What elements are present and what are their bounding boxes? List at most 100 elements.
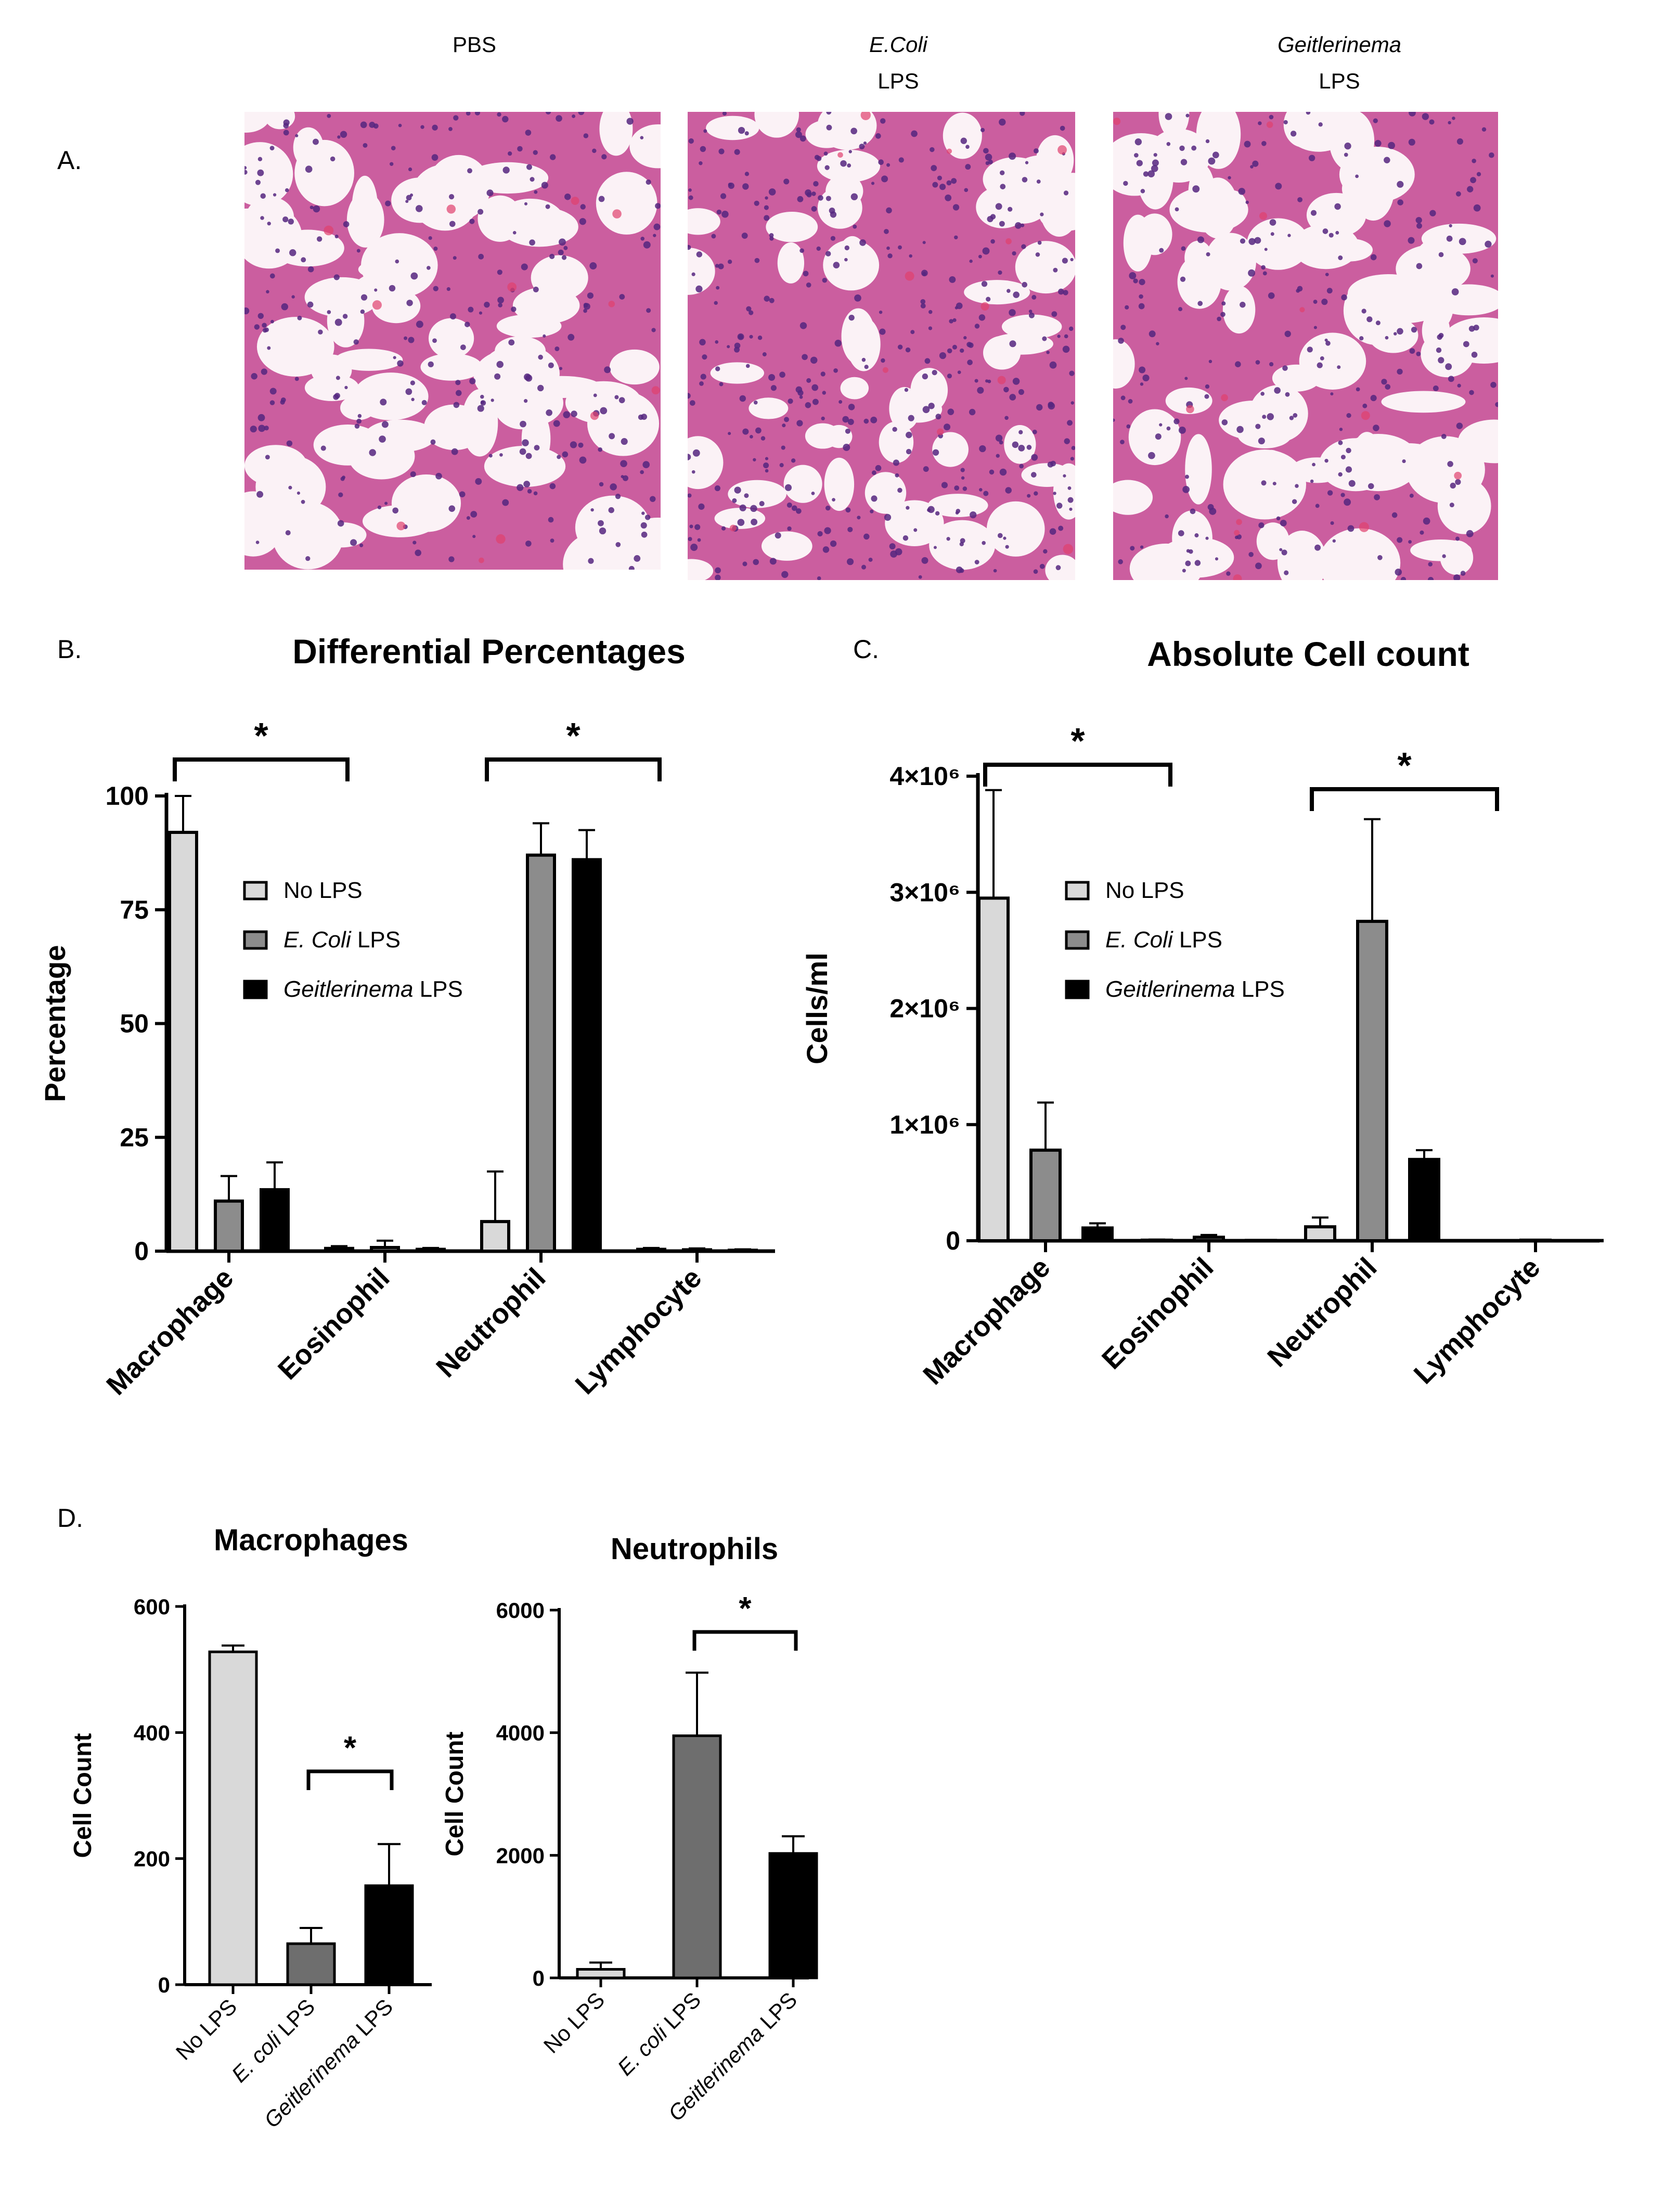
legend-label: No LPS (1105, 878, 1184, 903)
panel-label-b: B. (57, 635, 82, 664)
chart-d1-bar (364, 1884, 414, 1986)
chart-c-significance-bracket (983, 763, 1172, 787)
chart-d1-significance-bracket (306, 1769, 394, 1790)
chart-d1-ylabel: Cell Count (69, 1733, 97, 1858)
chart-d1-ytick-label: 400 (134, 1720, 170, 1745)
chart-c-xtick-label: Eosinophil (1096, 1252, 1220, 1375)
chart-b-ytick-label: 50 (120, 1009, 149, 1038)
chart-differential-percentages: Differential Percentages 0 25 50 75 100 Percen… (38, 632, 775, 1401)
legend-label: No LPS (283, 878, 363, 903)
chart-c-bar (1081, 1226, 1114, 1242)
chart-d1-ytick-label: 600 (134, 1594, 170, 1619)
chart-d1-xtick-label: Geitlerinema LPS (259, 1994, 397, 2132)
chart-b-bar (260, 1188, 290, 1253)
chart-b-xtick-label: Eosinophil (272, 1262, 396, 1386)
legend-swatch (243, 881, 268, 901)
chart-b-ytick-label: 0 (134, 1237, 149, 1266)
chart-b-bar (682, 1248, 712, 1253)
histology-panel-2 (1113, 112, 1498, 580)
chart-b-ytick-label: 75 (120, 895, 149, 924)
chart-d1-ytick-label: 0 (158, 1973, 170, 1997)
histology-label-geit: Geitlerinema (1278, 32, 1401, 57)
chart-d2-significance-star: * (739, 1591, 752, 1627)
chart-d2-ytick-label: 6000 (496, 1598, 545, 1623)
chart-c-legend: No LPS E. Coli LPS Geitlerinema LPS (1065, 878, 1285, 1002)
chart-c-title: Absolute Cell count (1147, 635, 1469, 673)
chart-d2-xtick-label: No LPS (539, 1987, 610, 2058)
chart-b-significance-bracket (173, 757, 350, 781)
chart-c-bar (1408, 1158, 1440, 1243)
chart-d1-bar (286, 1942, 336, 1986)
histology-label-pbs: PBS (453, 32, 496, 57)
chart-d2-bar (672, 1734, 722, 1979)
chart-b-ytick-label: 25 (120, 1123, 149, 1152)
chart-d2-ylabel: Cell Count (441, 1732, 469, 1857)
chart-b-bar (728, 1249, 758, 1253)
legend-label: Geitlerinema LPS (283, 976, 463, 1002)
legend-swatch (1065, 930, 1090, 950)
legend-swatch (1065, 881, 1090, 901)
chart-b-bar (636, 1248, 666, 1253)
legend-label: E. Coli LPS (283, 927, 401, 953)
chart-d2-significance-bracket (692, 1630, 798, 1651)
chart-c-bar (1304, 1225, 1336, 1242)
chart-b-xtick-label: Lymphocyte (570, 1262, 708, 1400)
panel-label-c: C. (853, 635, 879, 664)
histology-images (244, 112, 1498, 580)
histology-label-ecoli: E.Coli (869, 32, 928, 57)
chart-b-title: Differential Percentages (292, 632, 686, 671)
chart-d1-ytick-label: 200 (134, 1847, 170, 1871)
chart-d2-title: Neutrophils (611, 1532, 778, 1566)
chart-d1-significance-star: * (344, 1730, 357, 1766)
chart-b-ylabel: Percentage (38, 945, 71, 1102)
chart-c-significance-star: * (1397, 745, 1412, 786)
chart-b-bar (214, 1199, 244, 1253)
chart-c-ytick-label: 2×10⁶ (889, 994, 960, 1023)
chart-b-bar (370, 1246, 400, 1253)
chart-c-significance-star: * (1070, 721, 1085, 761)
chart-b-significance-star: * (254, 715, 268, 756)
chart-d2-ytick-label: 2000 (496, 1843, 545, 1868)
chart-b-bar (416, 1248, 446, 1253)
histology-label-geit-lps: LPS (1319, 69, 1360, 93)
chart-b-ytick-label: 100 (106, 781, 149, 811)
chart-c-significance-bracket (1310, 787, 1499, 811)
chart-d1-xtick-label: No LPS (171, 1994, 242, 2065)
chart-c-ytick-label: 1×10⁶ (889, 1110, 960, 1139)
chart-d2-ytick-label: 0 (533, 1966, 545, 1990)
chart-b-bar (526, 853, 556, 1253)
legend-swatch (243, 980, 268, 999)
chart-c-ylabel: Cells/ml (801, 953, 833, 1064)
chart-c-bar (1356, 920, 1388, 1242)
chart-d2-bar (768, 1852, 818, 1979)
panel-label-d: D. (57, 1503, 83, 1533)
chart-c-xtick-label: Macrophage (917, 1252, 1056, 1391)
chart-absolute-cell-count: Absolute Cell count 0 1×10⁶ 2×10⁶ 3×10⁶ 4×10⁶… (801, 635, 1604, 1391)
histology-labels: PBS E.Coli LPS Geitlerinema LPS (453, 32, 1401, 93)
chart-d1-bar (208, 1650, 258, 1986)
chart-b-significance-star: * (566, 715, 580, 756)
chart-d2-xtick-label: E. coli LPS (613, 1987, 706, 2080)
chart-b-xtick-label: Macrophage (100, 1262, 239, 1401)
legend-label: E. Coli LPS (1105, 927, 1222, 953)
histology-panel-0 (244, 112, 661, 570)
histology-panel-1 (688, 112, 1075, 580)
legend-swatch (1065, 980, 1090, 999)
chart-c-xtick-label: Lymphocyte (1408, 1252, 1546, 1390)
chart-b-bar (324, 1246, 354, 1253)
chart-b-bar (572, 858, 602, 1253)
chart-b-bar (168, 831, 198, 1253)
chart-b-bar (480, 1220, 510, 1253)
chart-b-legend: No LPS E. Coli LPS Geitlerinema LPS (243, 878, 463, 1002)
chart-c-ytick-label: 4×10⁶ (889, 762, 960, 791)
chart-d2-bar (576, 1968, 626, 1979)
chart-c-xtick-label: Neutrophil (1261, 1252, 1383, 1373)
panel-label-a: A. (57, 146, 82, 175)
chart-d2-ytick-label: 4000 (496, 1721, 545, 1745)
chart-c-ytick-label: 0 (946, 1226, 960, 1255)
chart-c-bar (1029, 1148, 1062, 1242)
chart-c-bar (1193, 1236, 1225, 1242)
chart-c-ytick-label: 3×10⁶ (889, 878, 960, 907)
